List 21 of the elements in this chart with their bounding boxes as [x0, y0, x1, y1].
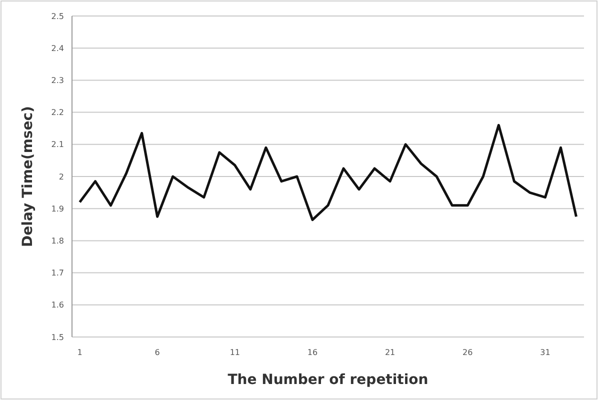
y-tick-label: 2.3	[51, 76, 64, 85]
y-tick-label: 2	[58, 172, 64, 182]
x-tick-label: 1	[77, 348, 82, 357]
y-tick-label: 1.9	[51, 204, 64, 214]
y-tick-label: 2.1	[51, 140, 64, 150]
x-axis-title: The Number of repetition	[228, 372, 428, 388]
y-tick-label: 2.5	[51, 12, 64, 21]
x-tick-label: 6	[154, 348, 160, 357]
x-tick-label: 31	[540, 348, 550, 357]
x-tick-label: 21	[384, 348, 396, 357]
line-series	[78, 124, 578, 222]
y-tick-label: 2.4	[51, 44, 64, 53]
y-tick-label: 1.7	[51, 268, 64, 278]
y-axis-title: Delay Time(msec)	[20, 106, 36, 247]
x-tick-label: 16	[307, 348, 318, 357]
x-tick-label: 26	[462, 348, 473, 357]
y-tick-label: 1.5	[51, 332, 64, 342]
y-tick-label: 1.8	[51, 236, 64, 246]
x-tick-label: 11	[230, 348, 240, 357]
y-tick-label: 1.6	[51, 300, 64, 310]
y-tick-label: 2.2	[51, 108, 64, 118]
